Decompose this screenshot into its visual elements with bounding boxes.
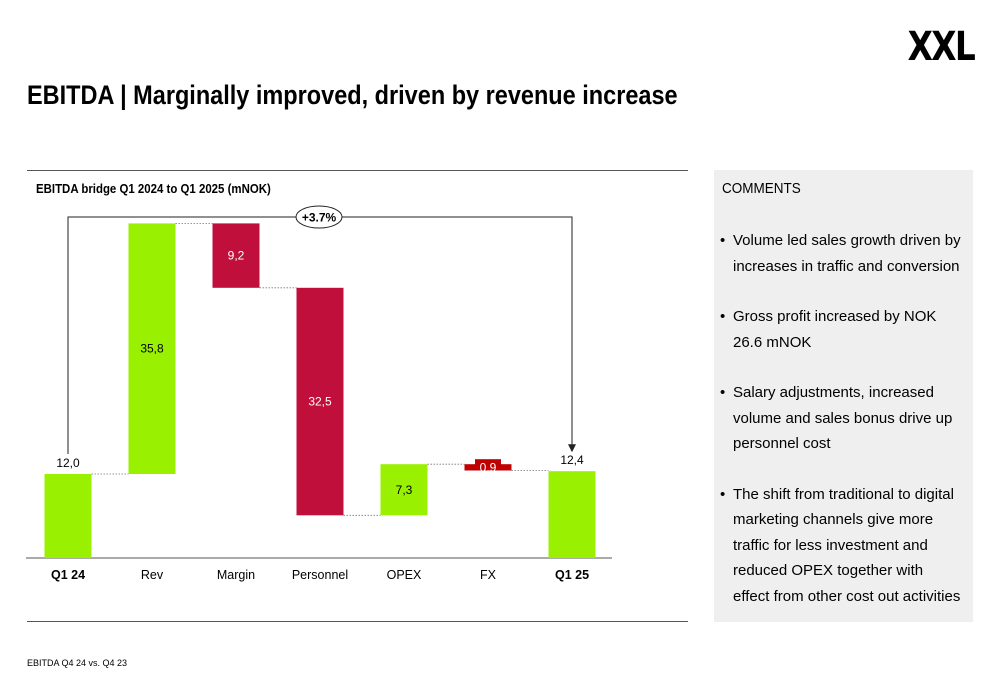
page-title: EBITDA | Marginally improved, driven by … xyxy=(27,80,678,110)
growth-badge xyxy=(295,205,343,229)
x-tick-label: Margin xyxy=(217,568,255,582)
data-label: 32,5 xyxy=(308,395,332,409)
growth-label: +3.7% xyxy=(302,211,337,225)
growth-arrowhead xyxy=(568,444,576,453)
comment-item: • Gross profit increased by NOK 26.6 mNOK xyxy=(720,308,937,351)
comments-panel: COMMENTS • Volume led sales growth driven… xyxy=(714,170,973,622)
data-label: 12,0 xyxy=(56,456,80,470)
bar-q1-24 xyxy=(44,474,92,558)
comment-item: • The shift from traditional to digital m… xyxy=(720,485,961,605)
ebitda-bridge-chart: 12,0 Q1 24 35,8 Rev 9,2 Margin 32,5 Personnel 7,… xyxy=(26,205,612,582)
comment-item: • Salary adjustments, increased volume an… xyxy=(720,384,953,452)
data-label: 0,9 xyxy=(480,460,497,474)
x-tick-label: OPEX xyxy=(387,568,422,582)
data-label: 12,4 xyxy=(560,453,584,467)
xxl-logo: XXL xyxy=(907,24,975,70)
comments-list: • Volume led sales growth driven by incre… xyxy=(714,228,973,634)
bottom-divider xyxy=(27,621,688,622)
top-divider xyxy=(27,170,688,171)
x-tick-label: Personnel xyxy=(292,568,348,582)
fx-label-box xyxy=(475,459,501,471)
footnote: EBITDA Q4 24 vs. Q4 23 xyxy=(27,658,128,668)
bar-rev xyxy=(128,223,176,474)
data-label: 9,2 xyxy=(228,249,245,263)
bar-personnel xyxy=(296,287,344,516)
x-tick-label: FX xyxy=(480,568,497,582)
x-tick-label: Rev xyxy=(141,568,164,582)
bar-q1-25 xyxy=(548,471,596,558)
comments-heading: COMMENTS xyxy=(722,180,801,197)
x-tick-label: Q1 24 xyxy=(51,568,85,582)
comment-item: • Volume led sales growth driven by incre… xyxy=(720,232,961,275)
data-label: 7,3 xyxy=(396,483,413,497)
x-tick-label: Q1 25 xyxy=(555,568,589,582)
bar-opex xyxy=(380,464,428,516)
bar-margin xyxy=(212,223,260,288)
chart-title: EBITDA bridge Q1 2024 to Q1 2025 (mNOK) xyxy=(36,181,271,196)
data-label: 35,8 xyxy=(140,342,164,356)
